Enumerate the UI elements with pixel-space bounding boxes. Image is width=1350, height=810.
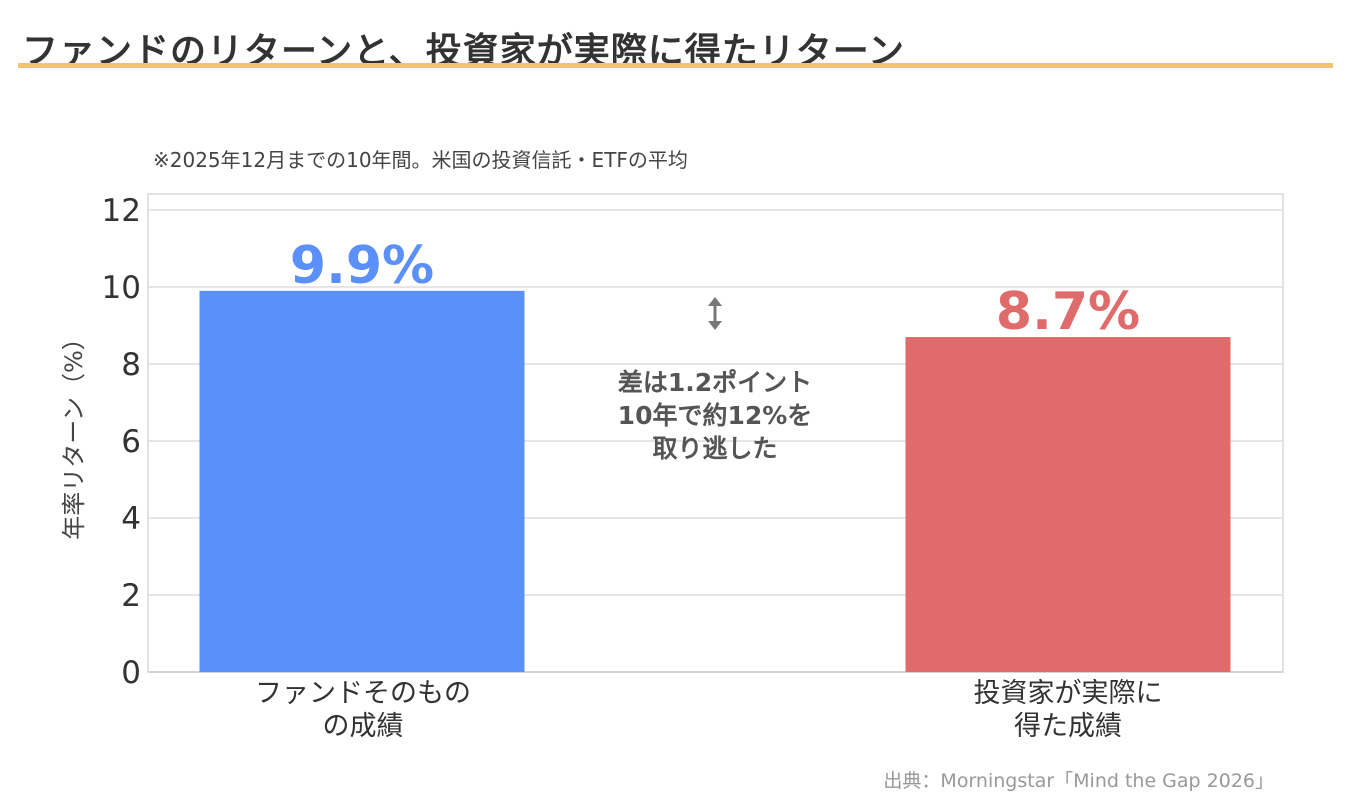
annotation-line-3: 取り逃した (652, 434, 778, 463)
difference-annotation: 差は1.2ポイント 10年で約12%を 取り逃した (585, 366, 845, 465)
y-tick-label: 6 (121, 424, 141, 460)
category-label-fund-line-2: の成績 (322, 711, 404, 742)
y-axis-label: 年率リターン（%） (60, 326, 88, 540)
category-label-investor-line-1: 投資家が実際に (973, 678, 1163, 709)
category-label-investor: 投資家が実際に 得た成績 (918, 677, 1218, 743)
arrow-down-head-icon (708, 321, 722, 330)
y-tick-label: 10 (102, 270, 141, 306)
bar-1 (199, 290, 525, 672)
title-underline (18, 63, 1333, 68)
bar-2 (905, 337, 1231, 672)
y-tick-label: 12 (102, 193, 141, 229)
chart-subtitle: ※2025年12月までの10年間。米国の投資信託・ETFの平均 (153, 148, 688, 172)
y-tick-label: 8 (121, 347, 141, 383)
y-tick-label: 0 (121, 655, 141, 691)
y-tick-label: 2 (121, 578, 141, 614)
bar-value-label-2: 8.7% (996, 282, 1140, 342)
category-label-fund: ファンドそのもの の成績 (213, 677, 513, 743)
y-tick-label: 4 (121, 501, 141, 537)
annotation-line-2: 10年で約12%を (617, 401, 813, 430)
arrow-up-head-icon (708, 297, 722, 306)
category-label-fund-line-1: ファンドそのもの (255, 678, 471, 709)
annotation-line-1: 差は1.2ポイント (617, 368, 813, 397)
bar-value-label-1: 9.9% (290, 236, 434, 296)
source-note: 出典：Morningstar「Mind the Gap 2026」 (883, 770, 1274, 792)
category-label-investor-line-2: 得た成績 (1014, 711, 1122, 742)
